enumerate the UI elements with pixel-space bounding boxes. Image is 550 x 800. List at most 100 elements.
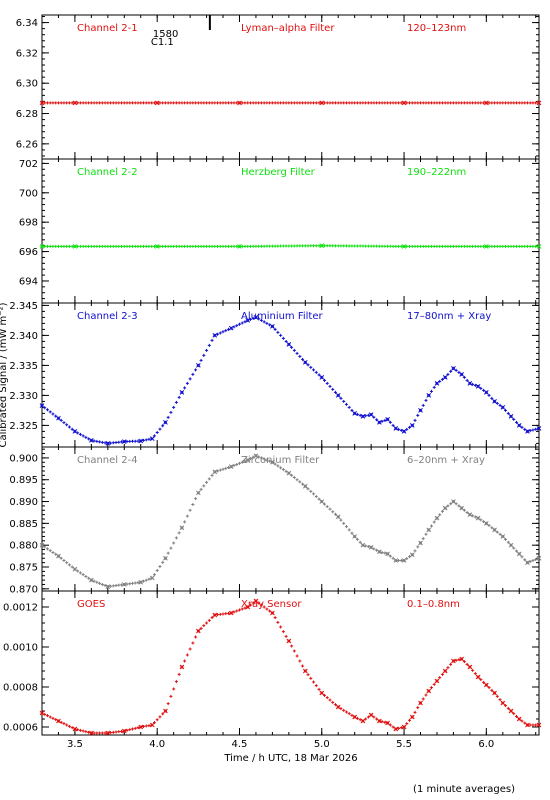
data-point xyxy=(109,101,113,105)
data-point xyxy=(536,426,542,431)
data-point xyxy=(257,244,261,248)
data-point xyxy=(492,527,497,533)
x-tick-label: 6.0 xyxy=(478,739,494,750)
data-point xyxy=(487,393,491,397)
data-point xyxy=(401,429,407,434)
data-point xyxy=(62,244,66,248)
data-point xyxy=(528,429,532,433)
data-point xyxy=(121,728,127,734)
data-point xyxy=(232,610,236,614)
data-point xyxy=(479,244,483,248)
y-tick-label: 6.26 xyxy=(16,139,38,150)
data-point xyxy=(492,399,497,404)
data-point xyxy=(67,244,71,248)
data-point xyxy=(131,244,135,248)
data-point xyxy=(188,101,192,105)
data-point xyxy=(475,674,481,680)
data-point xyxy=(377,420,382,425)
data-point xyxy=(228,325,234,331)
data-point xyxy=(366,413,370,417)
data-point xyxy=(339,396,343,400)
panels: 6.26 6.28 6.30 6.32 6.34 Channel 2-1 Lyman–alp… xyxy=(3,14,542,750)
data-point xyxy=(492,690,497,696)
data-point xyxy=(65,101,69,105)
data-point xyxy=(515,101,519,105)
data-point xyxy=(380,101,384,105)
data-point xyxy=(180,101,184,105)
data-point xyxy=(380,720,384,724)
data-point xyxy=(139,101,143,105)
x-tick-label: 4.0 xyxy=(149,739,165,750)
data-point xyxy=(385,417,390,422)
panel-channel: Channel 2-1 xyxy=(77,23,138,34)
data-point xyxy=(81,573,85,577)
data-point xyxy=(344,244,348,248)
data-point xyxy=(298,354,302,358)
data-point xyxy=(432,520,436,524)
data-point xyxy=(525,244,529,248)
data-point xyxy=(286,638,292,644)
data-point xyxy=(467,512,473,517)
data-point xyxy=(528,101,532,105)
data-point xyxy=(51,716,55,720)
data-point xyxy=(506,101,510,105)
data-point xyxy=(227,244,231,248)
data-point xyxy=(149,722,155,728)
panel-band: 17–80nm + Xray xyxy=(407,311,491,322)
data-point xyxy=(401,724,407,730)
data-point xyxy=(216,244,220,248)
data-point xyxy=(128,439,132,443)
data-point xyxy=(504,704,508,708)
data-point xyxy=(194,244,198,248)
data-point xyxy=(84,574,88,578)
data-point xyxy=(342,708,346,712)
data-point xyxy=(525,722,530,728)
data-point xyxy=(520,101,524,105)
data-point xyxy=(388,101,392,105)
data-point xyxy=(523,558,527,562)
data-point xyxy=(410,101,414,105)
data-point xyxy=(323,378,327,382)
data-point xyxy=(98,244,102,248)
data-point xyxy=(405,244,409,248)
data-point xyxy=(319,690,325,696)
data-point xyxy=(483,244,489,249)
data-point xyxy=(141,438,145,442)
data-point xyxy=(228,610,234,616)
data-point xyxy=(45,101,49,105)
data-point xyxy=(117,101,121,105)
data-point xyxy=(350,531,354,535)
data-point xyxy=(216,469,220,473)
data-point xyxy=(383,551,387,555)
data-point xyxy=(144,244,148,248)
data-point xyxy=(335,514,341,520)
data-point xyxy=(501,101,505,105)
data-point xyxy=(473,244,477,248)
data-point xyxy=(504,244,508,248)
data-point xyxy=(366,545,370,549)
y-tick-label: 700 xyxy=(19,188,38,199)
data-point xyxy=(312,244,316,248)
data-point xyxy=(460,244,464,248)
data-point xyxy=(45,714,49,718)
data-point xyxy=(347,244,351,248)
data-point xyxy=(224,329,228,333)
data-point xyxy=(462,244,466,248)
data-point xyxy=(471,101,475,105)
data-point xyxy=(459,505,465,511)
data-point xyxy=(442,505,448,511)
y-tick-label: 2.330 xyxy=(9,391,38,402)
data-point xyxy=(405,101,409,105)
data-point xyxy=(62,101,66,105)
data-point xyxy=(89,101,93,105)
data-point xyxy=(253,598,259,604)
y-tick-label: 6.32 xyxy=(16,48,38,59)
data-point xyxy=(413,101,417,105)
data-point xyxy=(207,477,211,481)
data-point xyxy=(212,612,218,618)
data-point xyxy=(451,658,456,664)
x-axis-label: Time / h UTC, 18 Mar 2026 xyxy=(223,753,357,764)
data-point xyxy=(386,244,390,248)
data-point xyxy=(227,466,231,470)
data-points xyxy=(40,101,540,105)
